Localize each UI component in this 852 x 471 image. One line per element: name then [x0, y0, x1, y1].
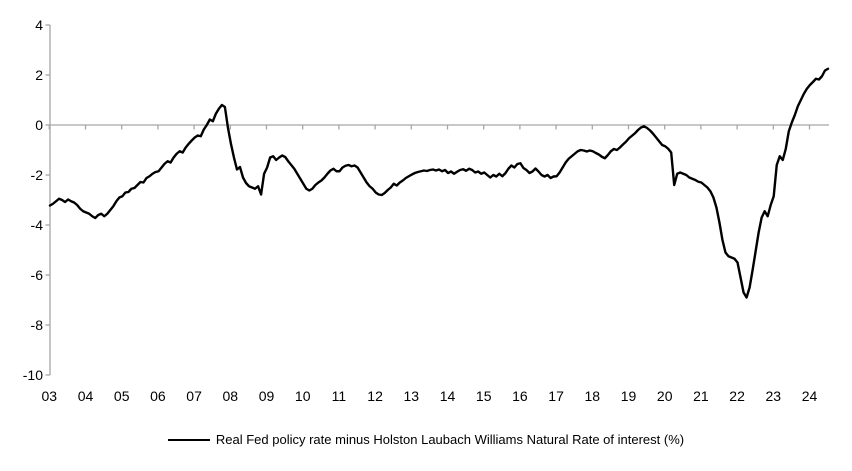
x-tick-label: 22	[729, 388, 745, 404]
x-tick-label: 20	[657, 388, 673, 404]
y-tick-label: -6	[31, 267, 44, 283]
chart-legend: Real Fed policy rate minus Holston Lauba…	[0, 432, 852, 447]
data-series-line	[48, 67, 830, 299]
x-tick-label: 04	[78, 388, 94, 404]
y-tick-label: -2	[31, 167, 44, 183]
x-tick-label: 13	[404, 388, 420, 404]
y-tick-label: -4	[31, 217, 44, 233]
y-tick-label: -10	[23, 367, 43, 383]
y-tick-label: -8	[31, 317, 44, 333]
x-tick-label: 17	[548, 388, 564, 404]
x-tick-label: 19	[621, 388, 637, 404]
x-tick-label: 09	[259, 388, 275, 404]
y-tick-label: 4	[35, 17, 43, 33]
legend-line-sample	[167, 438, 210, 441]
x-tick-label: 11	[332, 388, 347, 404]
x-tick-label: 12	[367, 388, 383, 404]
x-tick-label: 05	[114, 388, 130, 404]
x-tick-label: 08	[223, 388, 239, 404]
x-tick-label: 07	[186, 388, 202, 404]
x-tick-label: 23	[766, 388, 782, 404]
x-tick-label: 06	[150, 388, 166, 404]
x-tick-label: 16	[512, 388, 528, 404]
x-tick-label: 14	[440, 388, 456, 404]
y-tick-label: 0	[35, 117, 43, 133]
x-tick-label: 15	[476, 388, 492, 404]
y-tick-label: 2	[35, 67, 43, 83]
legend-label: Real Fed policy rate minus Holston Lauba…	[215, 432, 685, 447]
x-tick-label: 24	[802, 388, 818, 404]
x-tick-label: 10	[295, 388, 311, 404]
x-tick-label: 03	[42, 388, 58, 404]
x-tick-label: 21	[693, 388, 709, 404]
x-tick-label: 18	[585, 388, 601, 404]
